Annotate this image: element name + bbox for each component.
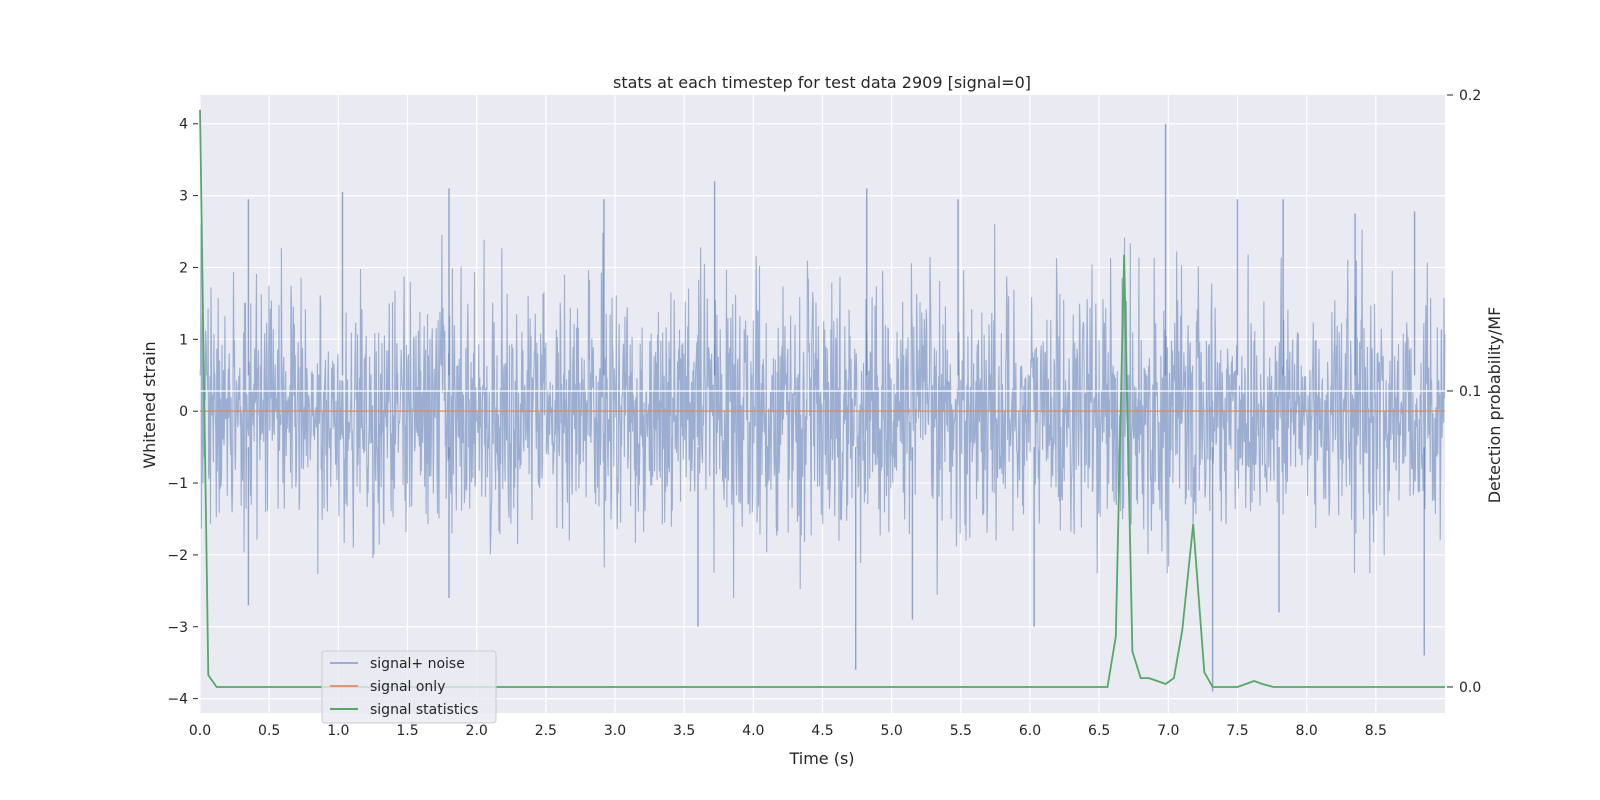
- y-tick-label: −3: [167, 620, 188, 636]
- y-tick-label: −1: [167, 476, 188, 492]
- x-tick-label: 8.5: [1365, 723, 1387, 739]
- y2-tick-label: 0.2: [1459, 88, 1481, 104]
- x-tick-label: 4.5: [811, 723, 833, 739]
- legend-box: [321, 650, 497, 724]
- signal-statistics-series: [199, 109, 1445, 688]
- chart-title: stats at each timestep for test data 290…: [613, 73, 1031, 92]
- y-tick-label: 0: [179, 404, 188, 420]
- y2-tick-label: 0.1: [1459, 384, 1481, 400]
- y-tick-label: 3: [179, 189, 188, 205]
- y-tick-label: −2: [167, 548, 188, 564]
- legend: signal+ noise signal only signal statist…: [321, 650, 497, 724]
- legend-label-signal-statistics: signal statistics: [370, 702, 478, 718]
- signal-statistics-line: [199, 109, 1445, 688]
- x-tick-label: 0.0: [189, 723, 211, 739]
- y2-axis-ticks: 0.2 0.1 0.0: [200, 88, 1481, 696]
- signal-noise-series: [199, 123, 1446, 692]
- x-tick-label: 7.0: [1157, 723, 1179, 739]
- x-tick-label: 4.0: [742, 723, 764, 739]
- y-axis-label: Whitened strain: [140, 341, 159, 468]
- legend-label-signal-only: signal only: [370, 679, 445, 695]
- signal-noise-line: [199, 224, 1446, 599]
- y2-tick-label: 0.0: [1459, 680, 1481, 696]
- x-tick-label: 2.5: [535, 723, 557, 739]
- x-tick-label: 1.5: [396, 723, 418, 739]
- x-tick-label: 0.5: [258, 723, 280, 739]
- x-tick-label: 8.0: [1296, 723, 1318, 739]
- x-axis-label: Time (s): [788, 749, 854, 768]
- x-tick-label: 1.0: [327, 723, 349, 739]
- x-tick-label: 3.0: [604, 723, 626, 739]
- legend-label-signal-noise: signal+ noise: [370, 656, 465, 672]
- x-tick-label: 5.0: [881, 723, 903, 739]
- y-tick-label: 4: [179, 117, 188, 133]
- x-tick-label: 5.5: [950, 723, 972, 739]
- x-tick-label: 6.0: [1019, 723, 1041, 739]
- x-tick-label: 6.5: [1088, 723, 1110, 739]
- y-tick-label: 1: [179, 332, 188, 348]
- x-tick-label: 7.5: [1226, 723, 1248, 739]
- x-axis-ticks: 0.0 0.5 1.0 1.5 2.0 2.5 3.0 3.5 4.0 4.5 5.0 5.5 6.0 6…: [189, 723, 1387, 739]
- x-tick-label: 2.0: [466, 723, 488, 739]
- y-tick-label: −4: [167, 692, 188, 708]
- x-tick-label: 3.5: [673, 723, 695, 739]
- y-tick-label: 2: [179, 260, 188, 276]
- y-axis-ticks: 4 3 2 1 0 −1 −2 −3 −4: [167, 117, 198, 708]
- y2-axis-label: Detection probability/MF: [1485, 307, 1504, 504]
